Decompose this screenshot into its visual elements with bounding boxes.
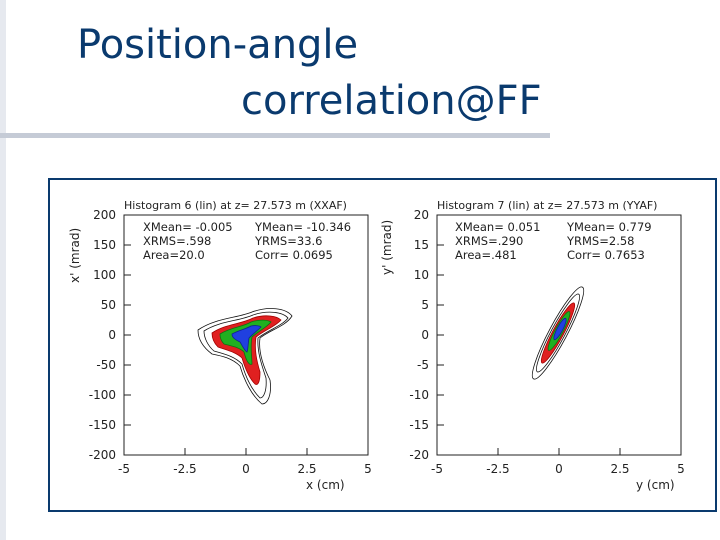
x-tick-label: -5 <box>431 462 443 476</box>
y-tick-label: 20 <box>414 208 429 222</box>
contour-level-1 <box>531 286 585 380</box>
y-tick-label: 5 <box>421 298 429 312</box>
histogram-panel <box>48 178 717 512</box>
histogram-7-title: Histogram 7 (lin) at z= 27.573 m (YYAF) <box>437 199 657 212</box>
x-tick-label: -5 <box>118 462 130 476</box>
histogram-7-xlabel: y (cm) <box>636 478 675 492</box>
histogram-6-ylabel: x' (mrad) <box>68 228 82 283</box>
y-tick-label: 100 <box>93 268 116 282</box>
x-tick-label: 5 <box>677 462 685 476</box>
y-tick-label: 0 <box>421 328 429 342</box>
x-tick-label: 2.5 <box>297 462 316 476</box>
y-tick-label: -10 <box>409 388 429 402</box>
slide-title-line-1: Position-angle <box>77 22 359 68</box>
x-tick-label: 5 <box>364 462 372 476</box>
contour-blue <box>231 325 262 353</box>
contour-level-2 <box>536 293 580 373</box>
x-tick-label: 0 <box>242 462 250 476</box>
histogram-7-corr: Corr= 0.7653 <box>567 248 645 262</box>
y-tick-label: 15 <box>414 238 429 252</box>
y-tick-label: 50 <box>101 298 116 312</box>
x-tick-label: 2.5 <box>610 462 629 476</box>
x-tick-label: 0 <box>555 462 563 476</box>
histogram-7-ticks: -5 -2.5 0 2.5 5 20 15 10 5 0 -5 -10 -15 -20 <box>409 208 684 476</box>
histogram-6-yrms: YRMS=33.6 <box>254 234 322 248</box>
histogram-7-contours <box>531 286 585 380</box>
title-underline <box>0 133 550 138</box>
histogram-7-area: Area=.481 <box>455 248 517 262</box>
histogram-6-corr: Corr= 0.0695 <box>255 248 333 262</box>
histogram-7-xmean: XMean= 0.051 <box>455 220 540 234</box>
contour-level-2 <box>203 311 289 399</box>
contour-blue <box>553 317 567 341</box>
y-tick-label: 0 <box>108 328 116 342</box>
histogram-6-area: Area=20.0 <box>143 248 205 262</box>
contour-level-1 <box>197 308 293 405</box>
y-tick-label: -100 <box>89 388 116 402</box>
histogram-6-title: Histogram 6 (lin) at z= 27.573 m (XXAF) <box>124 199 347 212</box>
y-tick-label: -20 <box>409 448 429 462</box>
histogram-6-ticks: -5 -2.5 0 2.5 5 200 150 100 50 0 -50 -100 -150 -200 <box>89 208 372 476</box>
y-tick-label: -150 <box>89 418 116 432</box>
y-tick-label: 200 <box>93 208 116 222</box>
histogram-6-contours <box>197 308 293 405</box>
histogram-7-xrms: XRMS=.290 <box>455 234 523 248</box>
x-tick-label: -2.5 <box>486 462 509 476</box>
left-edge-band <box>0 0 6 540</box>
histogram-6-xmean: XMean= -0.005 <box>143 220 233 234</box>
histogram-6-ymean: YMean= -10.346 <box>254 220 351 234</box>
histogram-6: Histogram 6 (lin) at z= 27.573 m (XXAF) … <box>68 199 372 492</box>
y-tick-label: 150 <box>93 238 116 252</box>
histogram-7-ylabel: y' (mrad) <box>380 220 394 275</box>
histogram-7-yrms: YRMS=2.58 <box>566 234 634 248</box>
histogram-7-ymean: YMean= 0.779 <box>566 220 652 234</box>
x-tick-label: -2.5 <box>173 462 196 476</box>
y-tick-label: -200 <box>89 448 116 462</box>
y-tick-label: -15 <box>409 418 429 432</box>
histogram-6-xrms: XRMS=.598 <box>143 234 211 248</box>
slide-title-line-2: correlation@FF <box>241 78 542 124</box>
y-tick-label: -50 <box>96 358 116 372</box>
histogram-6-xlabel: x (cm) <box>306 478 345 492</box>
y-tick-label: 10 <box>414 268 429 282</box>
histogram-7: Histogram 7 (lin) at z= 27.573 m (YYAF) … <box>380 199 685 492</box>
y-tick-label: -5 <box>417 358 429 372</box>
